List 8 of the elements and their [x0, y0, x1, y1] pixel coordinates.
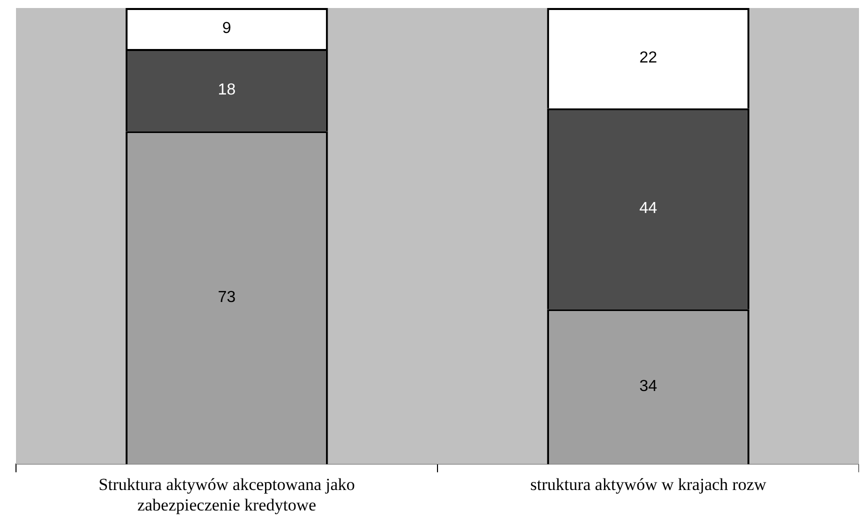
data-label: 22: [639, 50, 658, 67]
x-tick-label: Struktura aktywów akceptowana jako zabezpieczenie kredytowe: [98, 474, 355, 514]
data-label: 44: [639, 200, 658, 218]
data-label: 9: [222, 20, 232, 37]
data-label: 18: [218, 82, 236, 99]
x-tick-label: struktura aktywów w krajach rozw: [530, 474, 767, 494]
data-label: 73: [218, 289, 236, 306]
data-label: 34: [639, 378, 658, 396]
